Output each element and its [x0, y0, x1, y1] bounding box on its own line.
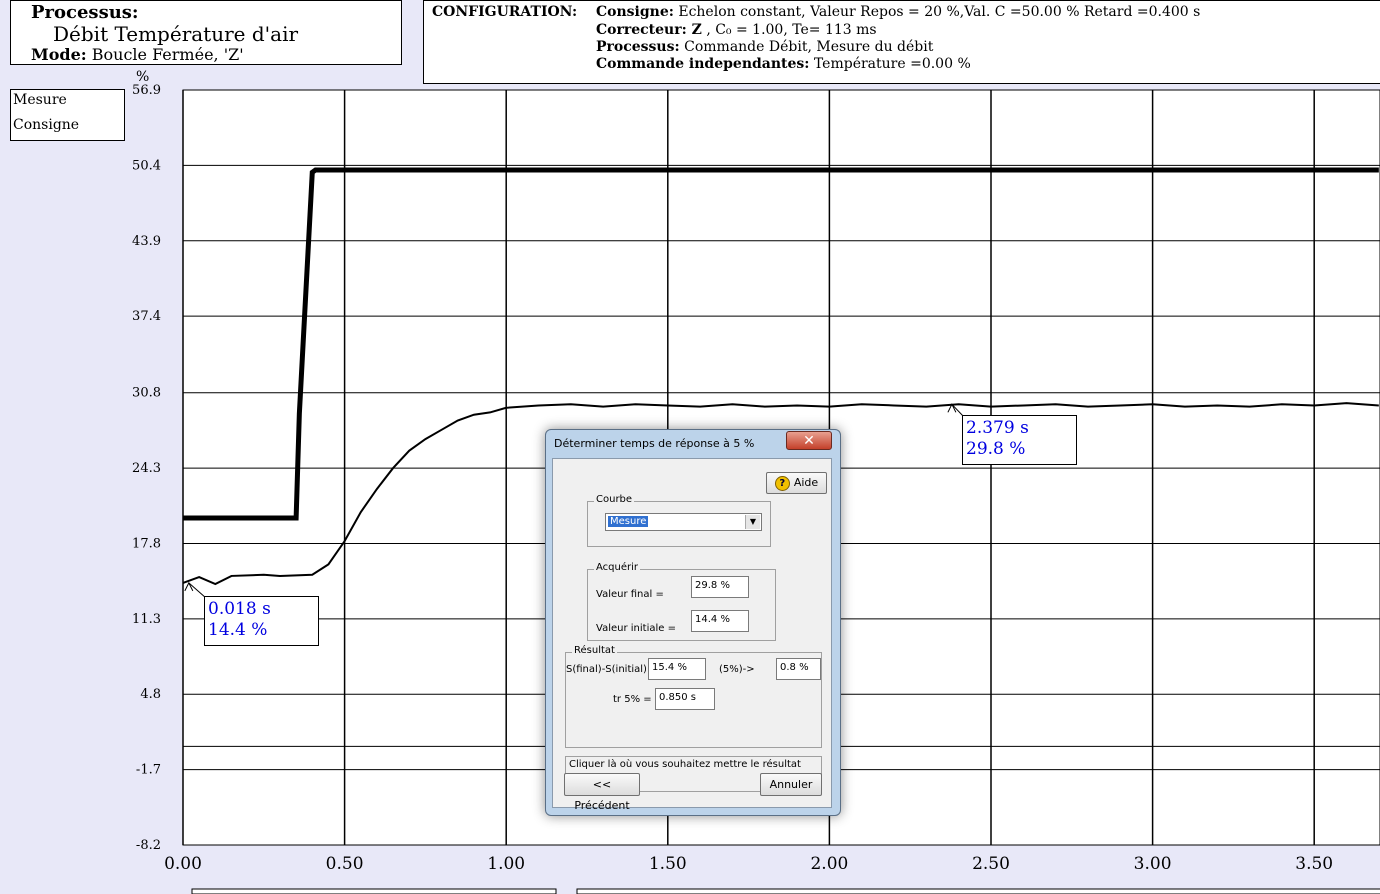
acquerir-group: Acquérir — [587, 562, 776, 641]
valeur-final-field[interactable]: 29.8 % — [691, 576, 749, 598]
courbe-group: Courbe — [587, 494, 771, 547]
x-tick-label: 0.00 — [164, 854, 202, 874]
x-tick-labels: 0.00 0.50 1.00 1.50 2.00 2.50 3.00 3.50 — [164, 854, 1333, 874]
x-tick-label: 2.50 — [972, 854, 1010, 874]
annotation-start-time: 0.018 s — [208, 599, 271, 619]
x-tick-label: 2.00 — [810, 854, 848, 874]
diff-label: S(final)-S(initial) = — [566, 664, 659, 675]
process-name: Débit Température d'air — [53, 22, 299, 46]
close-button[interactable]: ✕ — [786, 431, 832, 450]
configuration-box: CONFIGURATION: Consigne: Echelon constan… — [423, 0, 1380, 84]
y-tick-label: -8.2 — [136, 838, 161, 853]
chevron-down-icon[interactable]: ▼ — [745, 515, 760, 529]
dialog-body: ? Aide Courbe Mesure ▼ Acquérir Valeur fi… — [552, 458, 832, 808]
config-correcteur: Correcteur: Z , C₀ = 1.00, Te= 113 ms — [596, 22, 877, 38]
configuration-heading: CONFIGURATION: — [432, 4, 578, 20]
annotation-final-time: 2.379 s — [966, 418, 1029, 438]
correcteur-value: , C₀ = 1.00, Te= 113 ms — [706, 22, 877, 38]
bottom-panel-left — [191, 888, 557, 894]
resultat-group: Résultat — [565, 645, 822, 748]
five-percent-label: (5%)-> — [719, 664, 755, 675]
commande-label: Commande independantes: — [596, 56, 810, 72]
valeur-initiale-label: Valeur initiale = — [596, 623, 676, 634]
y-tick-label: 56.9 — [132, 83, 161, 98]
help-label: Aide — [793, 476, 819, 489]
tr-field[interactable]: 0.850 s — [655, 688, 715, 710]
annotation-arrowhead — [184, 581, 194, 592]
y-tick-label: -1.7 — [136, 763, 161, 778]
tr-label: tr 5% = — [613, 694, 652, 705]
annotation-final-value: 29.8 % — [966, 439, 1026, 459]
process-info-box: Processus: Débit Température d'air Mode:… — [10, 0, 402, 65]
annotation-pointer — [951, 403, 965, 418]
annotation-start-value: 14.4 % — [208, 620, 268, 640]
config-processus-label: Processus: — [596, 39, 680, 55]
courbe-selected-value: Mesure — [608, 516, 649, 527]
y-tick-label: 50.4 — [132, 158, 161, 173]
diff-field[interactable]: 15.4 % — [648, 658, 706, 680]
x-tick-label: 3.00 — [1134, 854, 1172, 874]
y-tick-label: 4.8 — [140, 687, 161, 702]
dialog-title: Déterminer temps de réponse à 5 % — [554, 437, 755, 450]
mode-value: Boucle Fermée, 'Z' — [91, 45, 244, 64]
y-tick-labels: 56.9 50.4 43.9 37.4 30.8 24.3 17.8 11.3 4.8 -1.7 -… — [132, 83, 161, 853]
courbe-select[interactable]: Mesure ▼ — [605, 513, 762, 531]
x-tick-label: 1.00 — [487, 854, 525, 874]
mode-label: Mode: — [31, 45, 87, 64]
config-commande: Commande independantes: Température =0.0… — [596, 56, 971, 72]
correcteur-label: Correcteur: Z — [596, 22, 702, 38]
annotation-pointer — [188, 582, 207, 599]
help-button[interactable]: ? Aide — [766, 472, 827, 494]
annotation-start[interactable]: 0.018 s 14.4 % — [204, 596, 319, 646]
x-tick-label: 0.50 — [326, 854, 364, 874]
y-tick-label: 43.9 — [132, 234, 161, 249]
valeur-final-label: Valeur final = — [596, 589, 664, 600]
config-consigne: Consigne: Echelon constant, Valeur Repos… — [596, 4, 1200, 20]
annotation-arrowhead — [947, 403, 957, 413]
valeur-initiale-field[interactable]: 14.4 % — [691, 610, 749, 632]
process-label: Processus: — [31, 2, 139, 23]
cancel-button[interactable]: Annuler — [760, 773, 822, 796]
x-tick-label: 1.50 — [649, 854, 687, 874]
annotation-final[interactable]: 2.379 s 29.8 % — [962, 415, 1077, 465]
y-tick-label: 17.8 — [132, 536, 161, 551]
courbe-group-label: Courbe — [594, 494, 635, 505]
commande-value: Température =0.00 % — [813, 56, 971, 72]
legend-item-mesure: Mesure — [13, 92, 67, 108]
config-processus: Processus: Commande Débit, Mesure du déb… — [596, 39, 933, 55]
y-tick-label: 30.8 — [132, 386, 161, 401]
legend-item-consigne: Consigne — [13, 117, 80, 133]
y-tick-label: 24.3 — [132, 461, 161, 476]
annotation-pointers — [184, 403, 965, 599]
acquerir-group-label: Acquérir — [594, 562, 641, 573]
series-layer — [182, 167, 1379, 586]
x-tick-label: 3.50 — [1295, 854, 1333, 874]
series-consigne-line — [183, 167, 1379, 521]
y-tick-label: 37.4 — [132, 309, 161, 324]
help-icon: ? — [774, 475, 790, 491]
response-time-dialog[interactable]: Déterminer temps de réponse à 5 % ✕ ? Aid… — [545, 429, 841, 816]
legend: Mesure Consigne — [10, 89, 125, 141]
consigne-value: Echelon constant, Valeur Repos = 20 %,Va… — [678, 4, 1201, 20]
five-percent-field[interactable]: 0.8 % — [776, 658, 821, 680]
config-processus-value: Commande Débit, Mesure du débit — [684, 39, 934, 55]
y-axis-label: % — [136, 69, 149, 85]
y-tick-label: 11.3 — [132, 612, 161, 627]
previous-button[interactable]: << Précédent — [564, 773, 640, 812]
series-mesure-line — [182, 402, 1379, 586]
consigne-label: Consigne: — [596, 4, 674, 20]
mode-line: Mode: Boucle Fermée, 'Z' — [31, 45, 244, 64]
bottom-panel-right — [576, 888, 1380, 894]
resultat-group-label: Résultat — [572, 645, 617, 656]
